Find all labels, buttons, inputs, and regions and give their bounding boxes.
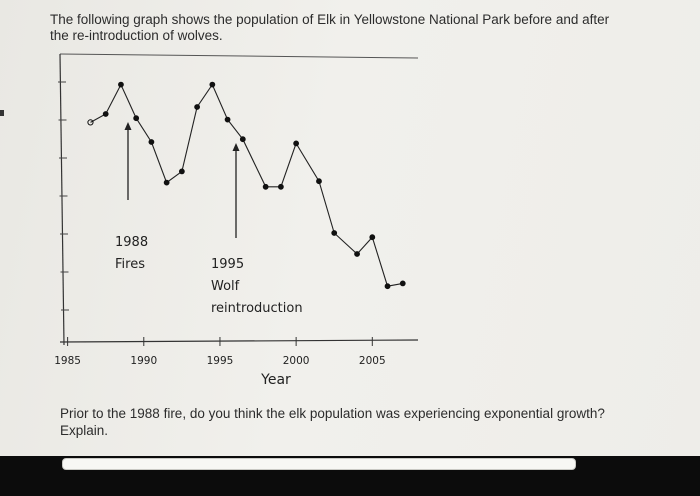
annotation-text: Fires (115, 257, 145, 272)
x-tick-label: 1990 (130, 355, 157, 367)
y-axis-ticks (58, 81, 69, 311)
data-point (384, 283, 391, 290)
data-point (239, 136, 246, 143)
x-axis-label: Year (260, 372, 291, 388)
data-point (369, 234, 376, 241)
x-tick-label: 1985 (54, 355, 81, 367)
data-point (262, 183, 269, 190)
annotation-arrow-head (232, 143, 240, 151)
data-point (178, 168, 185, 175)
data-point (331, 230, 338, 236)
data-point (224, 116, 231, 123)
elk-series-line (90, 83, 403, 287)
annotation-text: reintroduction (211, 301, 303, 316)
annotation-text: 1988 (115, 235, 148, 250)
data-point (316, 178, 322, 185)
data-point (148, 139, 155, 145)
y-axis-line (59, 53, 65, 346)
data-point (194, 104, 201, 110)
edge-marker (0, 110, 4, 116)
annotation-text: Wolf (211, 279, 240, 294)
x-axis-line (59, 339, 419, 343)
data-point (102, 111, 109, 117)
data-point (277, 183, 284, 190)
answer-input[interactable] (62, 458, 576, 470)
x-tick-label: 1995 (207, 355, 234, 367)
x-tick-label: 2005 (359, 355, 386, 367)
annotation-text: 1995 (211, 257, 244, 272)
data-point (293, 140, 300, 147)
x-axis-ticks: 1985 1990 1995 2000 2005 (54, 337, 386, 367)
x-tick-label: 2000 (283, 355, 310, 367)
intro-paragraph: The following graph shows the population… (50, 12, 610, 43)
data-point (209, 81, 216, 88)
question-paragraph: Prior to the 1988 fire, do you think the… (60, 406, 605, 438)
data-point (118, 81, 124, 88)
chart-top-border (59, 53, 419, 59)
data-point (163, 179, 170, 186)
data-point (399, 280, 406, 287)
data-point (133, 115, 140, 122)
elk-population-chart: 1985 1990 1995 2000 2005 1988 Fires 1995 Wolf re… (54, 53, 419, 388)
annotations-group: 1988 Fires 1995 Wolf reintroduction (115, 122, 303, 316)
elk-data-points (87, 81, 406, 290)
annotation-arrow-head (124, 122, 132, 130)
data-point (354, 251, 360, 257)
data-point (87, 119, 94, 126)
